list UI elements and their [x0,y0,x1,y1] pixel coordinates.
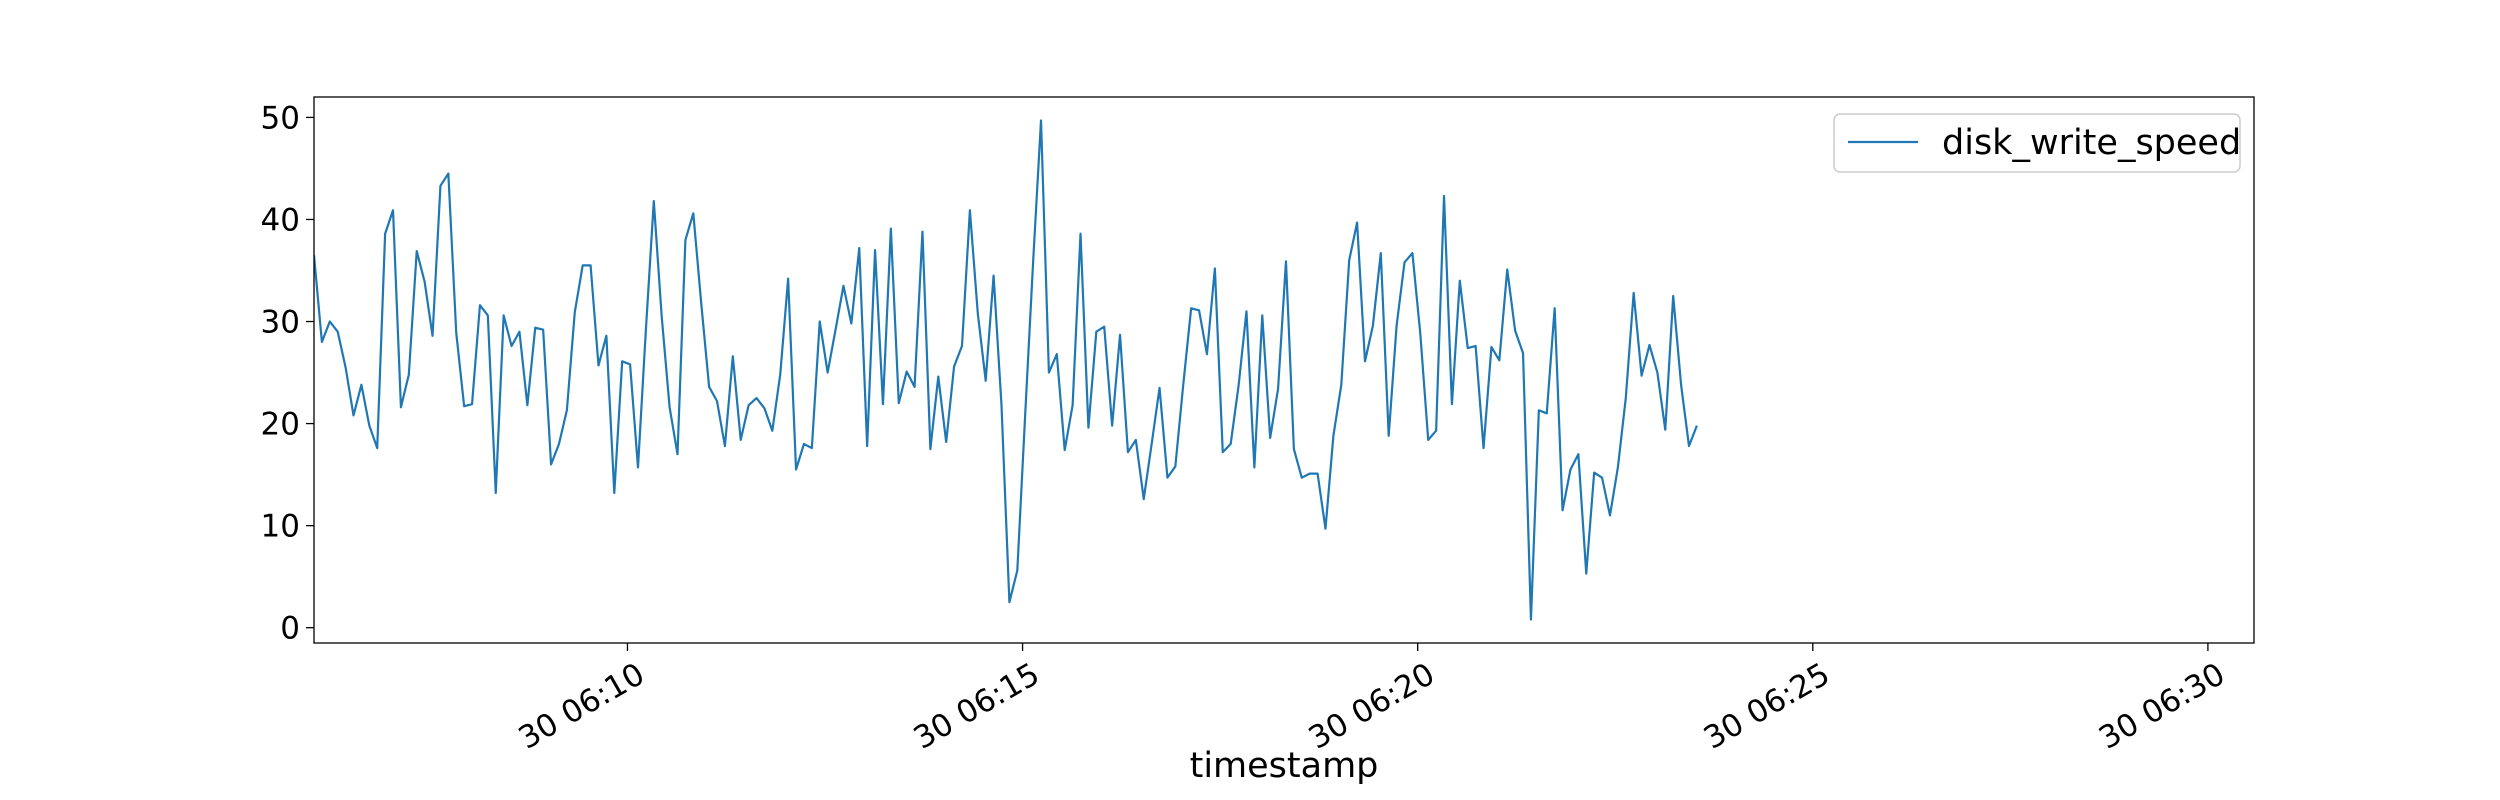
x-axis-title: timestamp [1190,746,1379,786]
y-tick-label: 10 [261,509,300,545]
y-tick-label: 20 [261,407,300,443]
y-axis: 0 10 20 30 40 50 [261,100,314,647]
legend-box [1833,113,2241,173]
y-tick-label: 50 [261,100,300,136]
legend-label: disk_write_speed [1942,123,2241,163]
y-tick-label: 0 [280,611,300,647]
y-tick-label: 30 [261,305,300,341]
axes-frame [313,96,2255,644]
plot-area [313,96,2255,644]
y-tick-label: 40 [261,202,300,238]
legend: disk_write_speed [1833,113,2241,173]
series-line-disk_write_speed [314,119,1698,621]
